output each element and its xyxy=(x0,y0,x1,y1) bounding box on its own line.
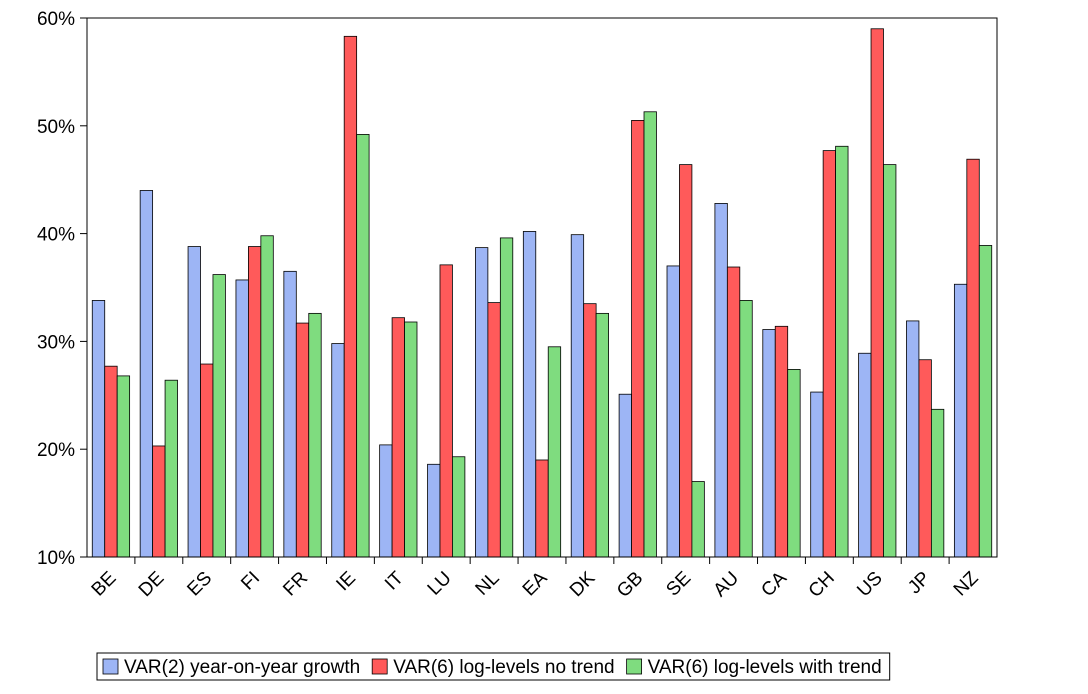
y-tick-label: 40% xyxy=(37,225,75,246)
x-tick-label: IT xyxy=(381,567,408,594)
bar xyxy=(547,346,562,558)
x-tick-label: LU xyxy=(424,568,456,600)
legend-swatch xyxy=(102,658,119,675)
x-tick-label: US xyxy=(853,568,887,602)
x-tick-label: BE xyxy=(88,568,121,601)
bar xyxy=(583,303,597,558)
x-tick-label: NZ xyxy=(950,567,983,600)
bar xyxy=(870,28,884,558)
x-tick-label: ES xyxy=(183,568,216,601)
bar xyxy=(427,463,441,558)
bar xyxy=(391,317,405,558)
bar xyxy=(822,150,836,558)
bar xyxy=(714,203,728,558)
bar xyxy=(835,145,849,558)
y-tick-label: 10% xyxy=(37,548,75,569)
legend-frame xyxy=(96,652,891,681)
bar xyxy=(966,158,980,558)
bar xyxy=(91,300,106,558)
legend-label: VAR(6) log-levels no trend xyxy=(393,657,614,678)
bar xyxy=(152,445,166,558)
plot-frame xyxy=(86,17,998,558)
y-tick-label: 30% xyxy=(37,332,75,353)
bar xyxy=(164,379,178,558)
x-tick-label: DK xyxy=(566,567,600,601)
bar xyxy=(487,302,501,558)
bar xyxy=(331,343,345,558)
bar xyxy=(475,247,489,558)
bar xyxy=(356,134,370,558)
bar xyxy=(679,164,693,558)
bar xyxy=(452,456,466,558)
bar xyxy=(187,246,201,558)
x-tick-label: SE xyxy=(662,568,695,601)
bar xyxy=(295,322,310,558)
bar xyxy=(248,246,262,558)
bar xyxy=(235,279,249,558)
bar xyxy=(618,393,632,558)
bar xyxy=(283,270,297,558)
y-tick-label: 60% xyxy=(37,9,75,30)
legend-swatch xyxy=(626,658,643,675)
bar xyxy=(858,352,872,558)
x-tick-label: AU xyxy=(710,568,744,602)
x-tick-label: CH xyxy=(805,568,839,602)
bar xyxy=(260,235,274,558)
bar xyxy=(787,369,801,558)
bar xyxy=(439,264,453,558)
x-tick-label: DE xyxy=(135,568,169,602)
legend-label: VAR(2) year-on-year growth xyxy=(124,657,360,678)
bar xyxy=(739,300,753,558)
x-tick-label: EA xyxy=(519,567,552,600)
legend-label: VAR(6) log-levels with trend xyxy=(648,657,882,678)
x-tick-label: CA xyxy=(757,567,791,601)
bar xyxy=(404,321,418,558)
bar xyxy=(379,444,393,558)
bar xyxy=(522,231,537,558)
bar xyxy=(139,190,154,558)
bar xyxy=(883,164,897,558)
bar xyxy=(499,237,514,558)
bar xyxy=(570,234,585,558)
bar xyxy=(666,265,680,558)
bar xyxy=(918,359,932,558)
bar xyxy=(930,408,945,558)
bar xyxy=(535,459,549,558)
bar xyxy=(343,35,358,558)
bar xyxy=(643,111,657,558)
bar xyxy=(774,325,789,558)
bar xyxy=(906,320,920,558)
x-tick-label: GB xyxy=(613,568,647,602)
x-tick-label: IE xyxy=(332,568,360,596)
bar xyxy=(104,365,118,558)
bar xyxy=(810,391,824,558)
legend: VAR(2) year-on-year growth VAR(6) log-lev… xyxy=(96,652,891,681)
bar xyxy=(116,375,131,558)
bar xyxy=(200,363,214,558)
y-tick-label: 20% xyxy=(37,440,75,461)
bar xyxy=(691,481,705,558)
bar xyxy=(308,312,322,558)
y-tick-label: 50% xyxy=(37,117,75,138)
x-tick-label: NL xyxy=(472,568,504,600)
legend-swatch xyxy=(371,658,388,675)
bar xyxy=(595,312,609,558)
bar xyxy=(953,283,968,558)
bar xyxy=(978,245,993,558)
bar xyxy=(726,266,741,558)
x-tick-label: FI xyxy=(237,568,264,595)
bar xyxy=(631,120,645,558)
bar xyxy=(762,329,776,558)
bar xyxy=(212,274,226,558)
x-tick-label: FR xyxy=(279,568,312,601)
x-tick-label: JP xyxy=(904,568,935,599)
